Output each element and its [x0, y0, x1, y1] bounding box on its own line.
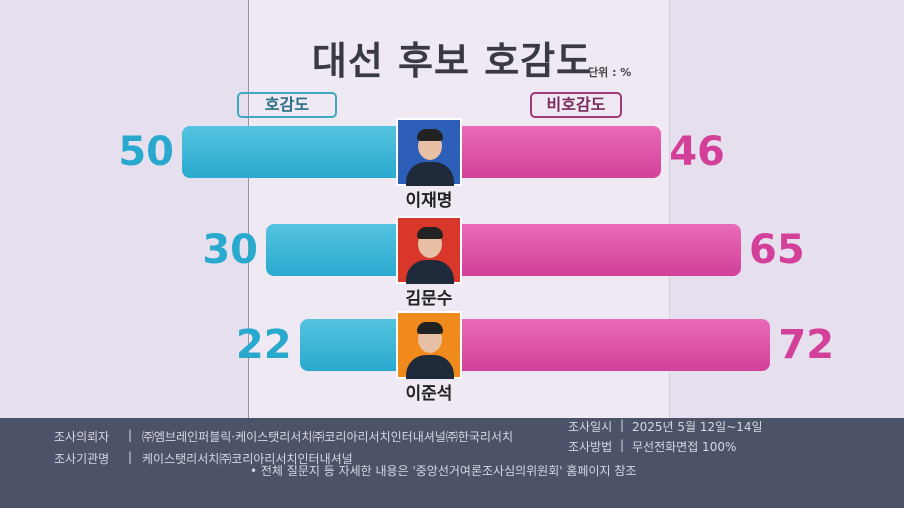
unfavorable-value: 65: [749, 227, 805, 273]
agency-label: 조사기관명: [54, 452, 110, 466]
portrait-hair: [417, 322, 443, 334]
legend-unfavorable: 비호감도: [530, 92, 622, 118]
requester-label: 조사의뢰자: [54, 430, 110, 444]
candidate-photo: [396, 118, 462, 186]
requester-value: ㈜엠브레인퍼블릭·케이스탯리서치㈜코리아리서치인터내셔널㈜한국리서치: [142, 430, 514, 444]
unfavorable-bar: [448, 224, 741, 276]
date-value: 2025년 5월 12일~14일: [632, 420, 763, 434]
portrait-suit: [406, 162, 454, 186]
favorable-value: 22: [235, 322, 292, 368]
agency-value: 케이스탯리서치㈜코리아리서치인터내셔널: [142, 452, 353, 466]
separator: |: [620, 438, 625, 452]
candidate-name: 김문수: [405, 289, 453, 309]
portrait-suit: [406, 355, 454, 379]
favorable-value: 30: [202, 227, 258, 273]
candidate-photo: [396, 311, 462, 379]
separator: |: [128, 428, 133, 442]
legend-favorable: 호감도: [237, 92, 337, 118]
candidate-name: 이준석: [405, 384, 453, 404]
unfavorable-value: 72: [778, 322, 835, 368]
favorable-bar: [266, 224, 412, 276]
portrait-hair: [417, 129, 443, 141]
unfavorable-value: 46: [669, 129, 725, 175]
candidate-photo: [396, 216, 462, 284]
favorable-bar: [182, 126, 412, 178]
method-value: 무선전화면접 100%: [632, 440, 737, 454]
method-label: 조사방법: [568, 440, 613, 454]
separator: |: [128, 450, 133, 464]
chart-title: 대선 후보 호감도: [311, 39, 593, 83]
separator: |: [620, 418, 625, 432]
unit-label: 단위 : %: [588, 66, 632, 79]
portrait-suit: [406, 260, 454, 284]
unfavorable-bar: [448, 126, 662, 178]
footnote: • 전체 질문지 등 자세한 내용은 '중앙선거여론조사심의위원회' 홈페이지 …: [250, 464, 637, 478]
date-label: 조사일시: [568, 420, 613, 434]
survey-info-footer: 조사의뢰자 | ㈜엠브레인퍼블릭·케이스탯리서치㈜코리아리서치인터내셔널㈜한국리…: [0, 418, 904, 508]
candidate-name: 이재명: [405, 191, 453, 211]
favorable-bar: [299, 319, 412, 371]
unfavorable-bar: [448, 319, 771, 371]
favorable-value: 50: [118, 129, 174, 175]
portrait-hair: [417, 227, 443, 239]
